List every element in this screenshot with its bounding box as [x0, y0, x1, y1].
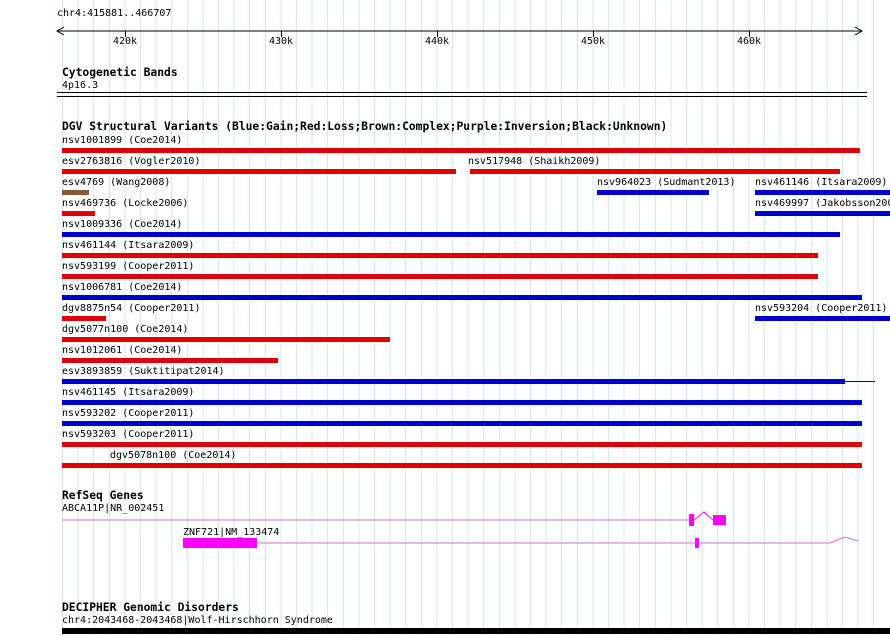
variant-row: nsv593202 (Cooper2011)	[0, 408, 890, 429]
variant-bar[interactable]	[755, 211, 890, 216]
ruler-tick-label: 440k	[424, 36, 450, 47]
variant-bar[interactable]	[62, 379, 845, 384]
gene-exon-box[interactable]	[695, 538, 699, 548]
cytogenetic-bands-title: Cytogenetic Bands	[62, 66, 178, 79]
variant-label: nsv461145 (Itsara2009)	[62, 387, 195, 398]
variant-row: esv4769 (Wang2008) nsv964023 (Sudmant2013…	[0, 177, 890, 198]
ruler-tick-label: 460k	[736, 36, 762, 47]
variant-label: nsv593203 (Cooper2011)	[62, 429, 195, 440]
variant-bar[interactable]	[62, 442, 862, 447]
variant-row: nsv1009336 (Coe2014)	[0, 219, 890, 240]
gene-exon-box[interactable]	[183, 538, 257, 548]
cytogenetic-band-track[interactable]	[57, 92, 867, 97]
gene-label-abca11p: ABCA11P|NR_002451	[62, 503, 165, 514]
variant-row: nsv593203 (Cooper2011)	[0, 429, 890, 450]
variant-label: nsv461144 (Itsara2009)	[62, 240, 195, 251]
ruler-tick-label: 420k	[112, 36, 138, 47]
variant-row: esv2763816 (Vogler2010) nsv517948 (Shaikh…	[0, 156, 890, 177]
variant-label: esv2763816 (Vogler2010)	[62, 156, 201, 167]
variant-bar[interactable]	[62, 253, 818, 258]
variant-label: nsv1009336 (Coe2014)	[62, 219, 183, 230]
variant-bar[interactable]	[62, 274, 818, 279]
ruler-tick-mark	[125, 31, 126, 37]
refseq-gene-structures	[62, 511, 859, 548]
variant-row: nsv461145 (Itsara2009)	[0, 387, 890, 408]
variant-bar[interactable]	[62, 400, 862, 405]
variant-label: nsv469997 (Jakobsson200	[755, 198, 890, 209]
variant-row: nsv469736 (Locke2006) nsv469997 (Jakobsso…	[0, 198, 890, 219]
variant-label: dgv8875n54 (Cooper2011)	[62, 303, 201, 314]
variant-bar[interactable]	[62, 232, 840, 237]
decipher-feature-bar[interactable]	[62, 628, 890, 634]
variant-row: nsv1012061 (Coe2014)	[0, 345, 890, 366]
variant-bar-tail	[845, 381, 875, 382]
gene-splice-peak	[829, 536, 859, 544]
ruler-tick-mark	[749, 31, 750, 37]
variant-bar[interactable]	[62, 463, 862, 468]
dgv-track-title: DGV Structural Variants (Blue:Gain;Red:L…	[62, 120, 668, 133]
cytogenetic-band-label: 4p16.3	[62, 80, 99, 91]
ruler-right-arrow-icon	[854, 26, 864, 36]
variant-bar[interactable]	[62, 295, 862, 300]
variant-label: nsv1012061 (Coe2014)	[62, 345, 183, 356]
ruler-tick-mark	[437, 31, 438, 37]
gene-structure-znf721[interactable]	[183, 536, 859, 548]
variant-bar[interactable]	[62, 316, 106, 321]
ruler-tick-mark	[593, 31, 594, 37]
variant-bar[interactable]	[62, 211, 95, 216]
decipher-track-title: DECIPHER Genomic Disorders	[62, 601, 239, 614]
variant-row: nsv461144 (Itsara2009)	[0, 240, 890, 261]
refseq-genes-title: RefSeq Genes	[62, 489, 144, 502]
dgv-variant-rows: nsv1001899 (Coe2014) esv2763816 (Vogler20…	[0, 135, 890, 471]
variant-bar[interactable]	[755, 190, 890, 195]
variant-row: esv3893859 (Suktitipat2014)	[0, 366, 890, 387]
variant-label: nsv469736 (Locke2006)	[62, 198, 189, 209]
gene-splice-peak	[693, 511, 714, 521]
variant-row: nsv1006781 (Coe2014)	[0, 282, 890, 303]
variant-label: nsv517948 (Shaikh2009)	[468, 156, 601, 167]
gene-structure-abca11p[interactable]	[62, 511, 726, 526]
variant-label: nsv593202 (Cooper2011)	[62, 408, 195, 419]
variant-label: nsv593199 (Cooper2011)	[62, 261, 195, 272]
gene-exon-box[interactable]	[689, 514, 694, 526]
variant-label: nsv1001899 (Coe2014)	[62, 135, 183, 146]
variant-label: dgv5078n100 (Coe2014)	[110, 450, 237, 461]
decipher-entry-label: chr4:2043468-2043468|Wolf-Hirschhorn Syn…	[62, 615, 333, 626]
variant-bar[interactable]	[62, 421, 862, 426]
region-label: chr4:415881..466707	[57, 8, 172, 19]
variant-label: esv4769 (Wang2008)	[62, 177, 171, 188]
variant-row: dgv5078n100 (Coe2014)	[0, 450, 890, 471]
variant-bar[interactable]	[62, 337, 390, 342]
ruler-tick-label: 430k	[268, 36, 294, 47]
coordinate-gridlines	[62, 0, 877, 635]
variant-label: nsv461146 (Itsara2009)	[755, 177, 888, 188]
gene-label-znf721: ZNF721|NM_133474	[183, 527, 280, 538]
ruler-ticks: 420k 430k 440k 450k 460k	[0, 0, 890, 50]
ruler-tick-mark	[281, 31, 282, 37]
variant-label: esv3893859 (Suktitipat2014)	[62, 366, 225, 377]
variant-row: nsv593199 (Cooper2011)	[0, 261, 890, 282]
variant-bar[interactable]	[62, 358, 278, 363]
variant-label: dgv5077n100 (Coe2014)	[62, 324, 189, 335]
variant-label: nsv1006781 (Coe2014)	[62, 282, 183, 293]
gene-exon-box[interactable]	[713, 515, 726, 525]
variant-row: dgv5077n100 (Coe2014)	[0, 324, 890, 345]
variant-bar[interactable]	[755, 316, 890, 321]
variant-bar[interactable]	[62, 148, 860, 153]
ruler-tick-label: 450k	[580, 36, 606, 47]
variant-bar[interactable]	[62, 190, 89, 195]
variant-label: nsv593204 (Cooper2011)	[755, 303, 888, 314]
ruler	[55, 26, 864, 36]
variant-row: nsv1001899 (Coe2014)	[0, 135, 890, 156]
variant-bar[interactable]	[597, 190, 709, 195]
variant-row: dgv8875n54 (Cooper2011) nsv593204 (Cooper…	[0, 303, 890, 324]
variant-label: nsv964023 (Sudmant2013)	[597, 177, 736, 188]
variant-bar[interactable]	[470, 169, 840, 174]
variant-bar[interactable]	[62, 169, 456, 174]
ruler-left-arrow-icon	[55, 26, 65, 36]
